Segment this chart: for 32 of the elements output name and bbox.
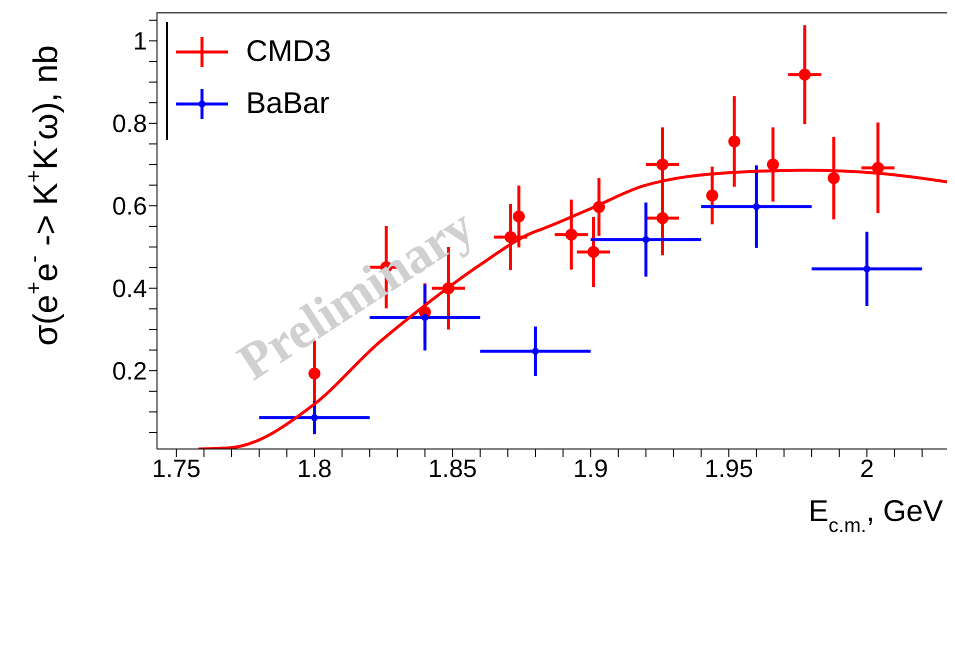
y-tick-label: 0.4 (112, 275, 148, 304)
x-tick-label: 1.85 (428, 454, 477, 483)
point (565, 228, 578, 241)
x-axis-title: E$_{c.m.}$, GeV (808, 495, 943, 537)
point (656, 212, 668, 224)
point (310, 414, 318, 422)
point (592, 201, 605, 213)
point (532, 348, 539, 355)
point (752, 203, 760, 210)
point (828, 172, 840, 184)
point (706, 189, 718, 202)
point (512, 210, 525, 222)
point (798, 68, 811, 81)
x-tick-label: 1.9 (573, 454, 608, 483)
legend-label: CMD3 (246, 35, 332, 69)
legend-label: BaBar (246, 87, 330, 121)
x-tick-label: 1.95 (704, 454, 754, 483)
point (872, 162, 884, 174)
x-tick-label: 1.75 (152, 454, 201, 483)
x-tick-label: 2 (860, 454, 874, 483)
point (728, 135, 740, 148)
y-tick-label: 0.6 (112, 192, 147, 221)
point (587, 246, 600, 258)
point (863, 265, 870, 272)
point (656, 158, 668, 171)
x-tick-label: 1.8 (297, 454, 332, 483)
point (504, 231, 517, 244)
point (766, 158, 779, 171)
y-tick-label: 0.8 (112, 110, 147, 138)
y-tick-label: 1 (133, 28, 147, 56)
y-tick-label: 0.2 (112, 358, 147, 386)
point (642, 236, 650, 244)
